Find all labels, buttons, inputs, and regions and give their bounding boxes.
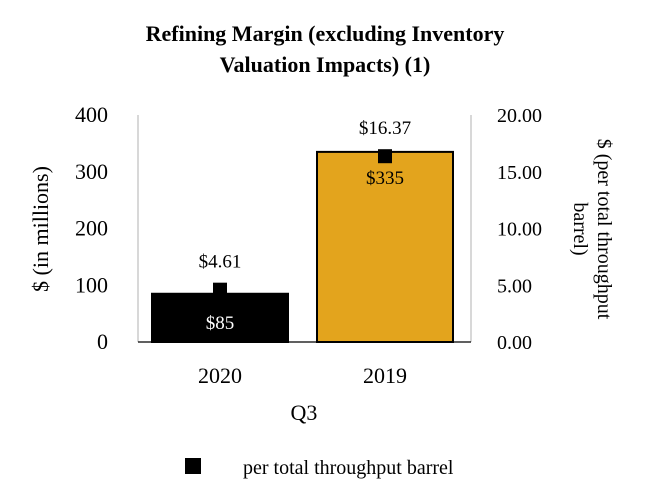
bar-value-label-2020: $85 <box>206 313 235 334</box>
marker-per-barrel-2020 <box>213 282 227 297</box>
bar-2020 <box>151 292 289 344</box>
left-tick-label: 300 <box>75 159 108 184</box>
right-tick-label: 10.00 <box>497 219 542 241</box>
right-tick-label: 15.00 <box>497 162 542 184</box>
right-axis-title-line-1: $ (per total throughput <box>593 139 615 320</box>
right-tick-label: 0.00 <box>497 332 532 354</box>
left-tick-label: 200 <box>75 216 108 241</box>
right-tick-label: 20.00 <box>497 105 542 127</box>
category-label-2020: 2020 <box>198 363 242 388</box>
left-axis-title: $ (in millions) <box>28 166 53 292</box>
bar-value-label-2019: $335 <box>366 168 404 189</box>
marker-value-label-2020: $4.61 <box>199 252 242 273</box>
left-tick-label: 0 <box>97 329 108 354</box>
marker-value-label-2019: $16.37 <box>359 118 411 139</box>
chart-title-line-2: Valuation Impacts) (1) <box>220 52 431 77</box>
left-tick-label: 400 <box>75 102 108 127</box>
marker-per-barrel-2019 <box>378 149 392 164</box>
right-axis-title-line-2: barrel) <box>569 202 591 255</box>
legend-marker-icon <box>185 458 201 474</box>
right-tick-label: 5.00 <box>497 275 532 297</box>
x-axis-title: Q3 <box>291 400 318 425</box>
chart-title-line-1: Refining Margin (excluding Inventory <box>146 21 505 46</box>
legend-label: per total throughput barrel <box>243 457 454 479</box>
category-label-2019: 2019 <box>363 363 407 388</box>
left-tick-label: 100 <box>75 272 108 297</box>
